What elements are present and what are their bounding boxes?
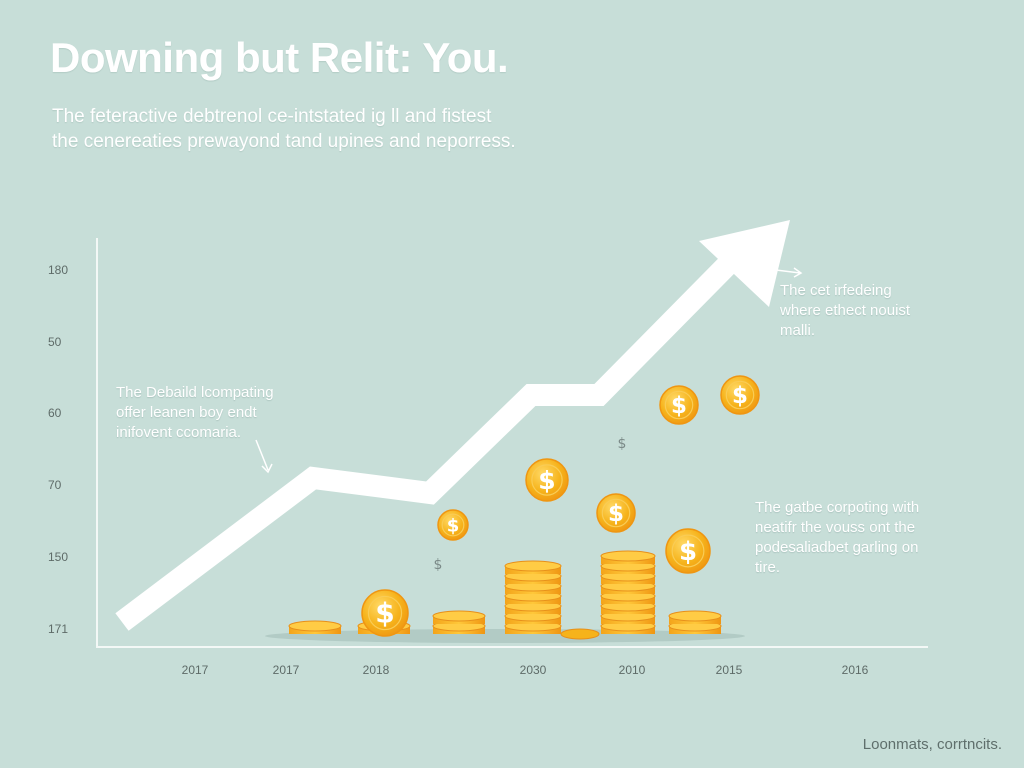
annotation-line: offer leanen boy endt — [116, 404, 257, 421]
dollar-sign-icon: $ — [618, 436, 627, 452]
dollar-coin-icon: $ — [525, 458, 569, 502]
dollar-glyph: $ — [679, 537, 697, 567]
dollar-glyph: $ — [671, 393, 687, 419]
dollar-sign-icon: $ — [434, 557, 443, 573]
dollar-coin-icon: $ — [361, 589, 409, 637]
coin-layer-top — [600, 550, 656, 562]
coin-stack-icon — [504, 560, 562, 634]
coin-layer-top — [668, 610, 722, 622]
coin-rim — [671, 534, 705, 568]
coin-rim — [601, 498, 631, 528]
dollar-coin-icon: $ — [665, 528, 711, 574]
coin-stack-icon — [668, 610, 722, 634]
x-axis-ticks: 2017 2017 2018 2030 2010 2015 2016 — [182, 663, 869, 677]
coin-layer-top — [504, 560, 562, 572]
coin-rim — [664, 390, 694, 420]
x-tick-label: 2017 — [273, 663, 300, 677]
dollar-glyph: $ — [447, 515, 460, 536]
y-tick-label: 180 — [48, 263, 68, 277]
coin-stacks — [288, 550, 722, 640]
dollar-glyph: $ — [375, 597, 394, 630]
footer-text: Loonmats, corrtncits. — [862, 736, 1002, 753]
annotation-line: The gatbe corpoting with — [755, 499, 920, 516]
coin-rim — [441, 513, 465, 537]
y-tick-label: 70 — [48, 478, 62, 492]
page-title: Downing but Relit: You. — [50, 34, 509, 81]
x-tick-label: 2018 — [363, 663, 390, 677]
coin-flat — [560, 628, 600, 640]
y-tick-label: 171 — [48, 622, 68, 636]
coin-stack-icon — [288, 620, 342, 634]
floating-coins: $$$$$ $$ — [361, 375, 760, 637]
annotation-top-right: The cet irfedeing where ethect nouist ma… — [780, 281, 910, 341]
dollar-coin-icon: $ — [437, 509, 469, 541]
annotation-line: inifovent ccomaria. — [116, 424, 242, 441]
annotation-line: podesaliadbet garling on — [755, 539, 919, 556]
coin-stack-icon — [600, 550, 656, 634]
coin-rim — [725, 380, 755, 410]
coin-rim — [367, 595, 403, 631]
y-axis-ticks: 180 50 60 70 150 171 — [48, 263, 68, 636]
x-tick-label: 2017 — [182, 663, 209, 677]
coin-layer-top — [288, 620, 342, 632]
coin-layer-top — [432, 610, 486, 622]
trend-arrow-head — [699, 220, 790, 307]
coin-rim — [531, 464, 563, 496]
annotation-line: The Debaild lcompating — [116, 384, 274, 401]
x-tick-label: 2015 — [716, 663, 743, 677]
x-tick-label: 2010 — [619, 663, 646, 677]
dollar-glyph: $ — [608, 501, 624, 527]
annotation-line: neatifr the vouss ont the — [755, 519, 916, 536]
page-subtitle: The feteractive debtrenol ce-intstated i… — [52, 104, 516, 154]
annotation-line: The cet irfedeing — [780, 282, 892, 299]
dollar-marks: $$ — [434, 436, 627, 573]
coin-stack-icon — [432, 610, 486, 634]
dollar-coin-icon: $ — [659, 385, 699, 425]
annotation-line: where ethect nouist — [780, 302, 911, 319]
annotation-pointer-top-right — [754, 261, 803, 278]
subtitle-line: the cenereaties prewayond tand upines an… — [52, 131, 516, 152]
annotation-line: tire. — [755, 559, 781, 576]
trend-line — [115, 236, 756, 631]
annotation-pointers — [255, 261, 803, 474]
annotation-pointer-left — [255, 439, 273, 474]
dollar-coin-icon: $ — [720, 375, 760, 415]
y-tick-label: 60 — [48, 406, 62, 420]
dollar-coin-icon: $ — [596, 493, 636, 533]
x-tick-label: 2016 — [842, 663, 869, 677]
subtitle-line: The feteractive debtrenol ce-intstated i… — [52, 106, 492, 127]
trend-arrow — [115, 220, 790, 631]
annotation-left: The Debaild lcompating offer leanen boy … — [116, 383, 274, 443]
x-tick-label: 2030 — [520, 663, 547, 677]
y-tick-label: 50 — [48, 335, 62, 349]
y-tick-label: 150 — [48, 550, 68, 564]
annotation-bottom-right: The gatbe corpoting with neatifr the vou… — [755, 498, 919, 578]
annotation-line: malli. — [780, 322, 816, 339]
dollar-glyph: $ — [538, 466, 555, 495]
dollar-glyph: $ — [732, 383, 748, 409]
